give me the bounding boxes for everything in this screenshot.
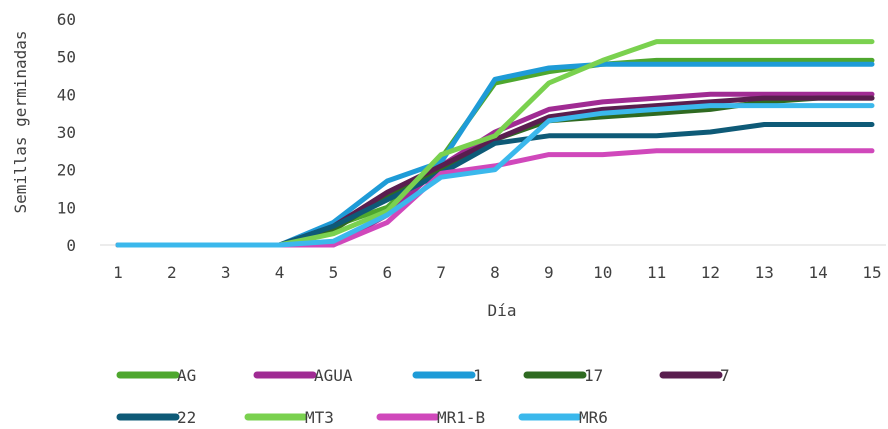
y-axis-label: Semillas germinadas [11,30,30,213]
x-tick-label: 6 [382,263,392,282]
x-tick-label: 4 [275,263,285,282]
x-tick-label: 2 [167,263,177,282]
x-tick-label: 10 [593,263,612,282]
x-tick-label: 3 [221,263,231,282]
y-tick-label: 40 [57,85,76,104]
x-tick-label: 14 [809,263,828,282]
x-tick-label: 5 [329,263,339,282]
legend-label: 22 [177,408,196,427]
x-axis-label: Día [488,301,517,320]
legend-label: 1 [473,366,483,385]
legend-label: 17 [584,366,603,385]
x-tick-label: 9 [544,263,554,282]
y-tick-label: 20 [57,161,76,180]
x-tick-label: 15 [862,263,881,282]
y-tick-label: 60 [57,10,76,29]
x-tick-label: 8 [490,263,500,282]
y-axis-ticks: 0 10 20 30 40 50 60 [57,10,76,255]
series-line-8 [115,103,875,248]
legend: AG AGUA 1 17 7 22 MT3 MR1-B MR6 [116,366,730,427]
series-line-7 [115,148,875,248]
x-axis-ticks: 1 2 3 4 5 6 7 8 9 10 11 12 13 14 15 [113,263,881,282]
y-tick-label: 0 [66,236,76,255]
legend-label: AG [177,366,196,385]
x-tick-label: 13 [755,263,774,282]
series-lines [115,39,875,248]
legend-label: MR6 [579,408,608,427]
series-line-5 [115,122,875,248]
x-tick-label: 11 [647,263,666,282]
y-tick-label: 50 [57,48,76,67]
legend-label: 7 [720,366,730,385]
legend-label: MT3 [305,408,334,427]
x-tick-label: 7 [436,263,446,282]
x-tick-label: 12 [701,263,720,282]
series-line-2 [115,61,875,248]
y-tick-label: 10 [57,198,76,217]
y-tick-label: 30 [57,123,76,142]
legend-label: AGUA [314,366,353,385]
legend-label: MR1-B [437,408,485,427]
x-tick-label: 1 [113,263,123,282]
